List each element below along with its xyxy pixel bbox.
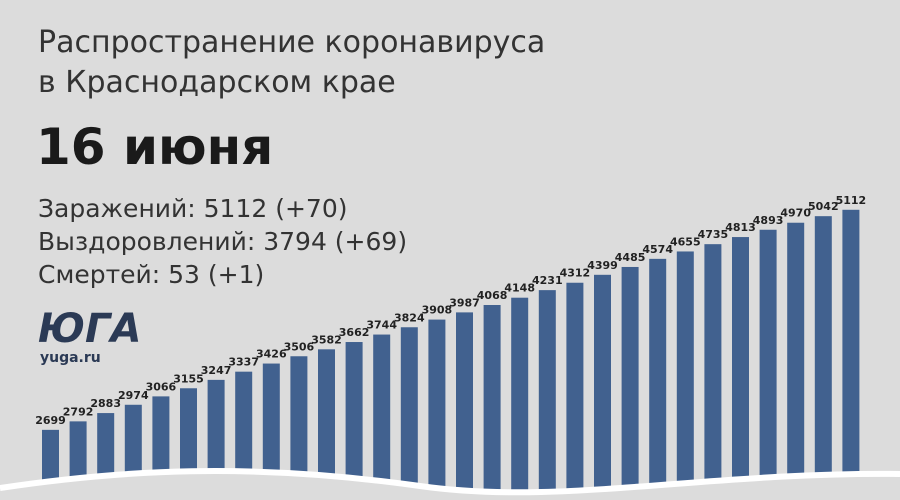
- value-label: 5112: [836, 194, 867, 207]
- value-label: 3247: [201, 364, 232, 377]
- title-line: в Краснодарском крае: [38, 65, 396, 100]
- value-label: 5042: [808, 200, 839, 213]
- bar: [235, 371, 253, 500]
- bar: [566, 282, 584, 500]
- logo: ЮГА: [38, 306, 141, 352]
- value-label: 4485: [615, 251, 646, 264]
- bar: [400, 327, 418, 500]
- wave-line: [0, 468, 900, 496]
- value-label: 3987: [449, 296, 480, 309]
- bar: [428, 319, 446, 500]
- value-label: 3337: [228, 356, 259, 369]
- value-label: 4893: [753, 214, 784, 227]
- value-label: 4068: [477, 289, 508, 302]
- value-label: 3506: [284, 340, 315, 353]
- bar: [732, 237, 749, 500]
- bar: [262, 363, 280, 500]
- bar: [676, 251, 694, 500]
- value-label: 3066: [146, 380, 177, 393]
- bar: [649, 258, 667, 500]
- bar: [345, 342, 363, 500]
- value-label: 3908: [422, 304, 453, 317]
- value-label: 4399: [587, 259, 618, 272]
- value-label: 3662: [339, 326, 370, 339]
- stat: Смертей: 53 (+1): [38, 260, 264, 289]
- stat: Заражений: 5112 (+70): [38, 194, 348, 223]
- bar: [621, 266, 639, 500]
- value-label: 3426: [256, 348, 287, 361]
- bar: [538, 290, 556, 500]
- value-label: 3582: [311, 333, 342, 346]
- bar: [483, 304, 501, 500]
- value-label: 4813: [725, 221, 756, 234]
- value-label: 4970: [780, 207, 811, 220]
- bar: [787, 222, 805, 500]
- date: 16 июня: [36, 118, 273, 176]
- bar: [759, 229, 777, 500]
- value-label: 4574: [642, 243, 673, 256]
- source: yuga.ru: [40, 350, 101, 366]
- bar: [814, 216, 832, 500]
- value-label: 3824: [394, 311, 425, 324]
- value-label: 4735: [698, 228, 729, 241]
- bar: [456, 312, 473, 500]
- bar: [704, 244, 722, 500]
- wave: [0, 471, 900, 500]
- value-label: 4312: [560, 267, 591, 280]
- title-line: Распространение коронавируса: [38, 25, 545, 60]
- value-label: 3155: [173, 372, 204, 385]
- value-label: 4655: [670, 235, 701, 248]
- value-label: 4231: [532, 274, 563, 287]
- bar: [511, 297, 529, 500]
- value-label: 3744: [366, 319, 397, 332]
- value-label: 2974: [118, 389, 149, 402]
- value-label: 2883: [90, 397, 121, 410]
- bar: [842, 209, 860, 500]
- value-label: 2699: [35, 414, 66, 427]
- value-label: 2792: [63, 405, 94, 418]
- value-label: 4148: [504, 282, 535, 295]
- stat: Выздоровлений: 3794 (+69): [38, 227, 407, 256]
- bar: [318, 349, 335, 500]
- bar: [373, 334, 391, 500]
- bar: [594, 274, 611, 500]
- bar: [290, 356, 308, 500]
